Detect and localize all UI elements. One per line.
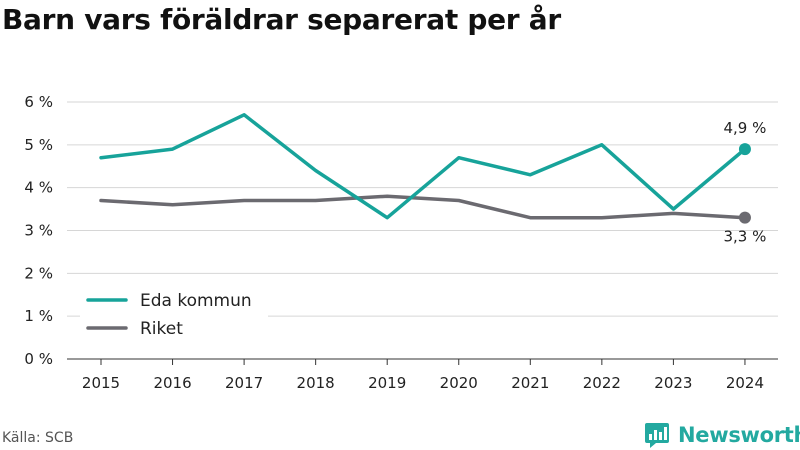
y-tick-label: 3 %: [24, 222, 53, 240]
y-tick-label: 5 %: [24, 136, 53, 154]
brand-logo[interactable]: Newsworthy: [644, 420, 800, 450]
x-tick-label: 2018: [297, 374, 335, 392]
x-tick-label: 2016: [153, 374, 191, 392]
series-end-point-riket: [738, 211, 751, 224]
series-line-eda-kommun: [99, 113, 747, 220]
line-chart: 0 % 1 % 2 % 3 % 4 % 5 % 6 % 2015 2016 2017 2018 201…: [24, 93, 778, 392]
axes: 0 % 1 % 2 % 3 % 4 % 5 % 6 % 2015 2016 2017 2018 201…: [24, 93, 778, 392]
newsworthy-logo-icon: [645, 423, 669, 448]
series-end-point-eda-kommun: [738, 143, 751, 156]
end-label-eda-kommun: 4,9 %: [724, 119, 767, 137]
x-tick-label: 2015: [82, 374, 120, 392]
x-tick-label: 2022: [583, 374, 621, 392]
legend: Eda kommun Riket: [80, 285, 268, 343]
x-tick-label: 2021: [511, 374, 549, 392]
legend-label-riket: Riket: [140, 319, 183, 339]
legend-label-eda-kommun: Eda kommun: [140, 291, 252, 311]
x-tick-label: 2023: [654, 374, 692, 392]
x-tick-label: 2017: [225, 374, 263, 392]
x-tick-label: 2019: [368, 374, 406, 392]
y-tick-label: 6 %: [24, 93, 53, 111]
series-lines: 4,9 % 3,3 %: [99, 113, 767, 246]
series-line-riket: [99, 194, 747, 220]
x-tick-label: 2024: [726, 374, 764, 392]
x-tick-label: 2020: [440, 374, 478, 392]
y-tick-label: 0 %: [24, 350, 53, 368]
chart-title: Barn vars föräldrar separerat per år: [2, 3, 561, 36]
source-note: Källa: SCB: [2, 430, 74, 446]
brand-name: Newsworthy: [678, 423, 800, 447]
end-label-riket: 3,3 %: [724, 228, 767, 246]
y-tick-label: 4 %: [24, 179, 53, 197]
legend-background: [80, 285, 268, 343]
y-tick-label: 1 %: [24, 307, 53, 325]
y-tick-label: 2 %: [24, 264, 53, 282]
